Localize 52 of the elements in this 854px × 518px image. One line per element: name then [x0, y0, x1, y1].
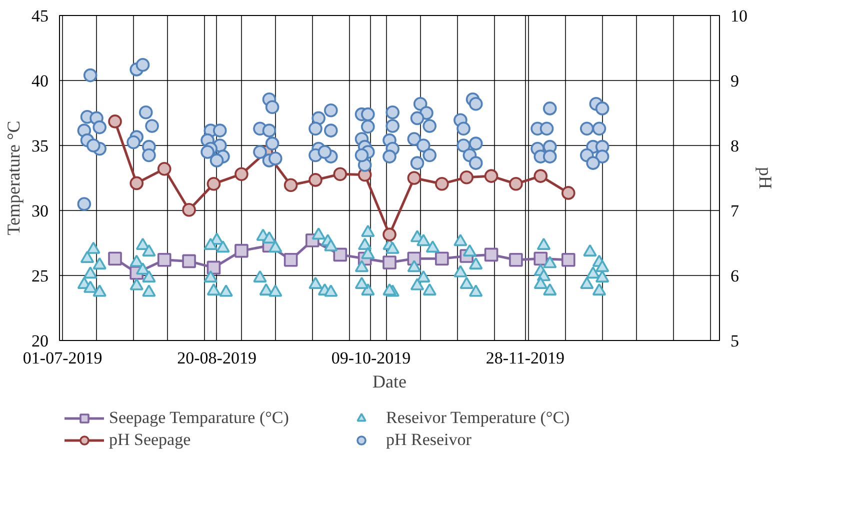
x-tick-label: 01-07-2019	[22, 348, 102, 368]
x-tick-label: 28-11-2019	[486, 348, 565, 368]
point	[130, 176, 144, 190]
point	[460, 170, 474, 184]
point	[509, 253, 523, 267]
point	[157, 253, 172, 267]
legend-label: pH Seepage	[108, 430, 192, 450]
legend-label: Reseivor Temperature (°C)	[386, 408, 571, 428]
point	[108, 252, 122, 266]
point	[484, 248, 498, 262]
point	[234, 167, 248, 181]
point	[534, 252, 548, 266]
point	[435, 176, 449, 191]
legend-label: Seepage Temparature (°C)	[108, 408, 290, 428]
y2-axis-title: pH	[756, 167, 776, 189]
point	[308, 173, 322, 187]
y-axis-title: Temperature °C	[4, 120, 24, 236]
x-tick-label: 09-10-2019	[331, 348, 411, 368]
y2-tick-label: 5	[730, 332, 739, 350]
point	[561, 253, 576, 267]
y-tick-label: 30	[32, 202, 48, 220]
point	[284, 253, 298, 267]
y2-tick-label: 9	[730, 72, 739, 90]
y-tick-label: 40	[32, 72, 48, 90]
point	[382, 228, 396, 242]
point	[484, 169, 498, 183]
point	[157, 162, 172, 176]
y-tick-label: 20	[32, 332, 48, 350]
point	[382, 256, 396, 270]
point	[435, 252, 449, 266]
x-axis-title: Date	[372, 372, 406, 392]
y2-tick-label: 6	[730, 266, 739, 286]
point	[234, 244, 248, 258]
y-tick-label: 45	[32, 6, 48, 26]
legend-label: pH Reseivor	[386, 430, 472, 450]
point	[561, 186, 576, 200]
point	[182, 202, 196, 217]
point	[534, 169, 548, 183]
point	[206, 176, 221, 191]
y-tick-label: 25	[32, 266, 48, 286]
point	[407, 171, 422, 185]
point	[509, 176, 523, 191]
y2-tick-label: 10	[730, 6, 748, 26]
point	[333, 167, 348, 181]
point	[284, 178, 298, 192]
y2-tick-label: 8	[730, 136, 739, 156]
point	[108, 114, 122, 128]
point	[333, 248, 348, 262]
point	[182, 254, 196, 268]
y-tick-label: 35	[32, 136, 48, 156]
x-tick-label: 20-08-2019	[177, 348, 256, 368]
y2-tick-label: 7	[730, 202, 740, 220]
